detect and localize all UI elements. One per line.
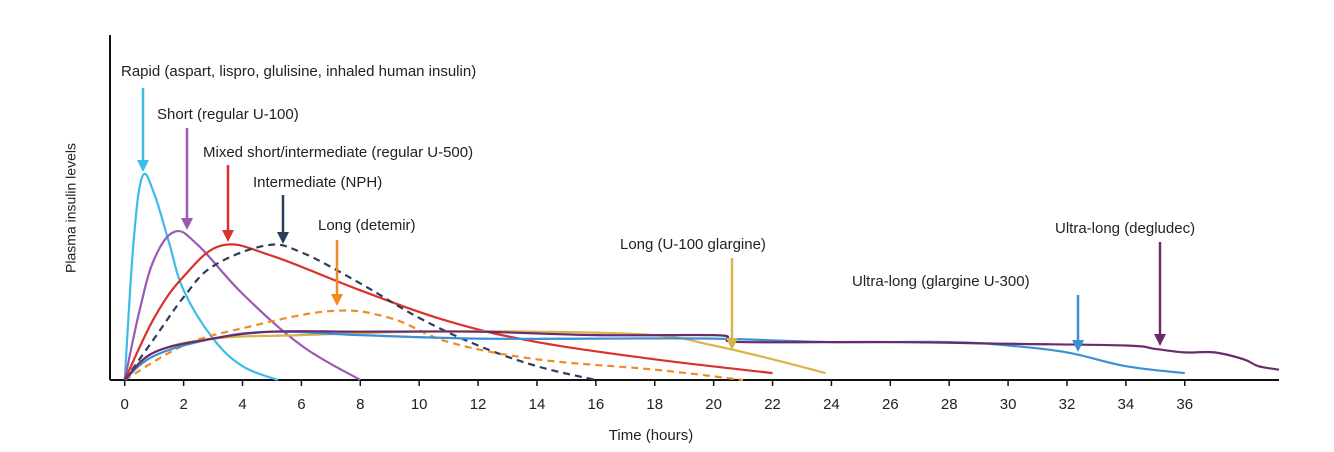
x-axis-label: Time (hours) — [609, 427, 693, 444]
series-label: Long (U-100 glargine) — [620, 236, 766, 253]
x-tick-label: 6 — [297, 396, 305, 413]
series-line — [123, 172, 279, 382]
x-tick-label: 22 — [764, 396, 781, 413]
arrow-head — [181, 218, 193, 230]
arrow-head — [1072, 340, 1084, 352]
series-label: Intermediate (NPH) — [253, 174, 382, 191]
x-tick-label: 36 — [1176, 396, 1193, 413]
arrow-head — [331, 294, 343, 306]
series-label: Rapid (aspart, lispro, glulisine, inhale… — [121, 63, 476, 80]
x-tick-label: 10 — [411, 396, 428, 413]
x-tick-label: 34 — [1118, 396, 1135, 413]
x-tick-label: 14 — [529, 396, 546, 413]
arrow-head — [137, 160, 149, 172]
x-tick-label: 2 — [179, 396, 187, 413]
series-label: Ultra-long (degludec) — [1055, 220, 1195, 237]
y-axis-label: Plasma insulin levels — [63, 143, 79, 273]
x-tick-label: 18 — [646, 396, 663, 413]
arrow-head — [222, 230, 234, 242]
series-label: Long (detemir) — [318, 217, 416, 234]
series-label: Mixed short/intermediate (regular U-500) — [203, 144, 473, 161]
series-line — [123, 330, 1185, 381]
x-tick-label: 20 — [705, 396, 722, 413]
x-tick-label: 24 — [823, 396, 840, 413]
arrow-head — [1154, 334, 1166, 346]
series-line — [124, 309, 744, 382]
x-tick-label: 4 — [238, 396, 246, 413]
x-tick-label: 12 — [470, 396, 487, 413]
x-tick-label: 28 — [941, 396, 958, 413]
x-tick-label: 30 — [1000, 396, 1017, 413]
series-line — [123, 243, 773, 381]
arrow-head — [277, 232, 289, 244]
x-tick-label: 16 — [588, 396, 605, 413]
x-tick-label: 0 — [121, 396, 129, 413]
series-line — [123, 243, 597, 382]
series-line — [123, 229, 361, 381]
x-tick-label: 32 — [1059, 396, 1076, 413]
series-label: Ultra-long (glargine U-300) — [852, 273, 1030, 290]
arrow-head — [726, 338, 738, 350]
series-line — [123, 330, 1280, 381]
series-label: Short (regular U-100) — [157, 106, 299, 123]
x-tick-label: 26 — [882, 396, 899, 413]
x-tick-label: 8 — [356, 396, 364, 413]
